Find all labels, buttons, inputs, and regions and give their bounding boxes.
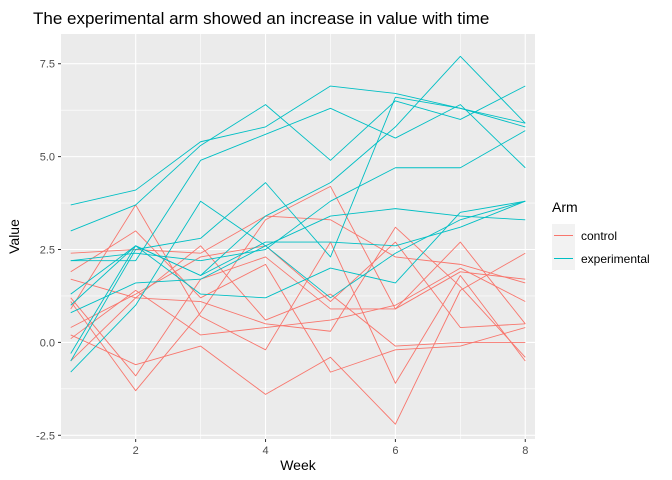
series-line-control-7 (70, 226, 526, 362)
series-line-experimental-19 (70, 104, 526, 262)
y-tick-label: 5.0 (40, 152, 55, 164)
legend-entries: control experimental (552, 224, 650, 270)
series-line-experimental-15 (70, 200, 526, 373)
series-line-experimental-12 (70, 85, 526, 232)
y-axis-title: Value (6, 219, 22, 254)
series-line-control-4 (70, 267, 526, 340)
y-tick-label: 7.5 (40, 59, 55, 71)
series-line-control-5 (70, 230, 526, 373)
series-line-control-3 (70, 215, 526, 284)
y-tick-label: 2.5 (40, 245, 55, 257)
x-tick-label: 2 (133, 445, 139, 457)
legend-title: Arm (552, 199, 578, 215)
legend-label-experimental: experimental (581, 252, 650, 266)
series-line-experimental-11 (70, 85, 526, 206)
plot-background (61, 34, 535, 439)
series-line-control-10 (70, 245, 526, 347)
series-line-control-2 (70, 185, 526, 392)
x-axis-title: Week (280, 457, 317, 473)
y-tick-label: -2.5 (36, 430, 55, 442)
series-line-experimental-13 (70, 130, 526, 262)
y-tick-label: 0.0 (40, 337, 55, 349)
series-line-experimental-16 (70, 200, 526, 306)
x-tick-label: 8 (522, 445, 528, 457)
series-line-experimental-20 (70, 200, 526, 314)
series-line-control-8 (70, 204, 526, 384)
series-lines (70, 55, 526, 425)
series-line-experimental-18 (70, 200, 526, 354)
legend-label-control: control (581, 229, 617, 243)
x-tick-label: 4 (262, 445, 268, 457)
series-line-experimental-17 (70, 96, 526, 362)
chart-title: The experimental arm showed an increase … (33, 9, 489, 28)
legend: Arm control experimental (552, 199, 650, 270)
axes: 2 4 6 8 -2.5 0.0 2.5 5.0 7.5 (36, 59, 528, 457)
x-tick-label: 6 (392, 445, 398, 457)
